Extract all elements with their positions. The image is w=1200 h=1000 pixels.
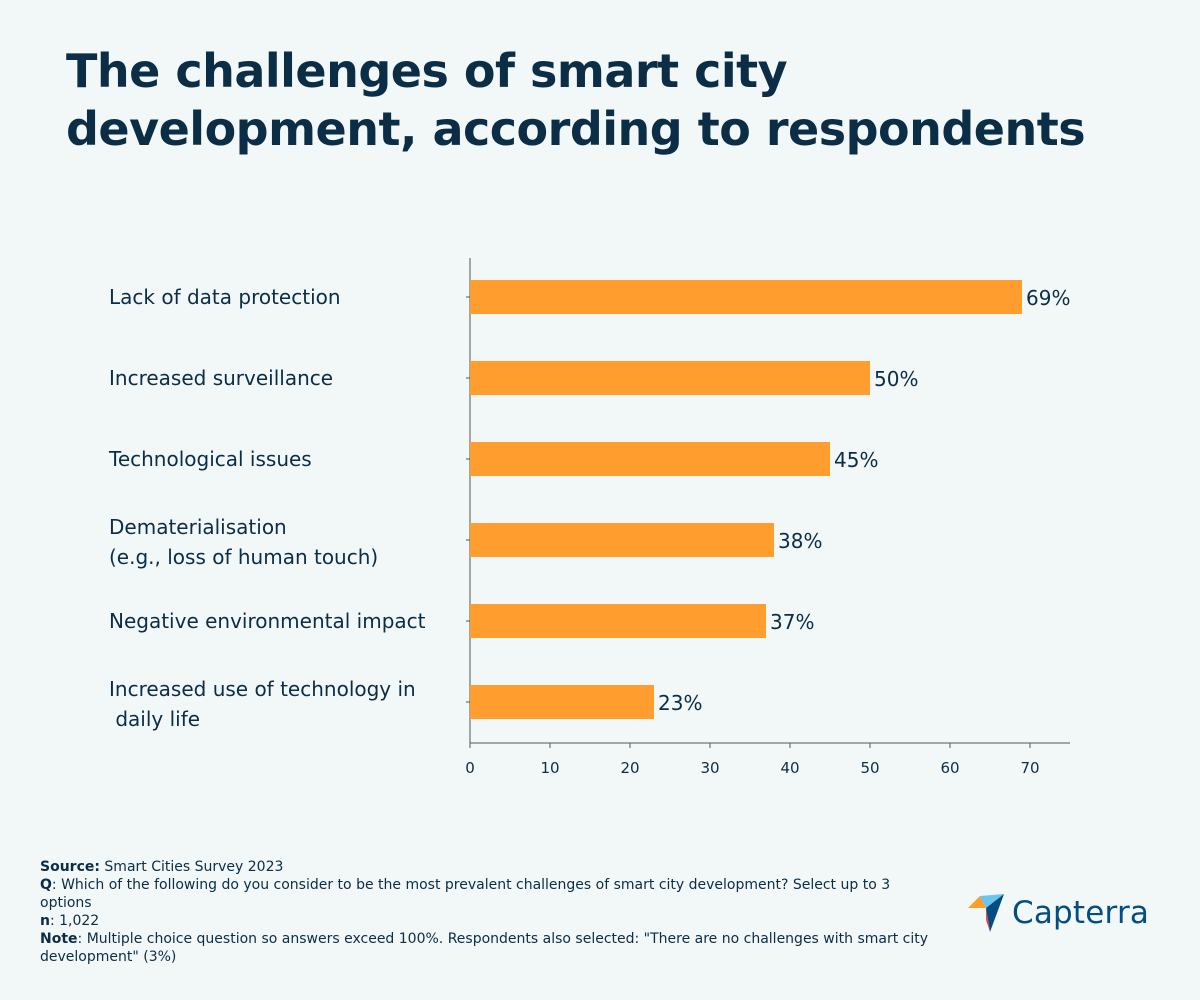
- category-label-line: Increased use of technology in: [109, 677, 416, 701]
- sample-size-note: n: 1,022: [40, 913, 100, 929]
- bar: [470, 442, 830, 476]
- note: Note: Multiple choice question so answer…: [40, 931, 929, 965]
- category-label-line: (e.g., loss of human touch): [109, 545, 378, 569]
- question-note: Q: Which of the following do you conside…: [40, 877, 891, 911]
- bar: [470, 685, 654, 719]
- x-tick-label: 0: [465, 759, 475, 777]
- bar-value-label: 23%: [658, 691, 702, 715]
- category-label: Dematerialisation (e.g., loss of human to…: [109, 515, 378, 569]
- capterra-arrow-icon: [968, 894, 1004, 932]
- x-tick-label: 70: [1020, 759, 1039, 777]
- chart-title: The challenges of smart city development…: [66, 44, 1086, 156]
- x-tick-label: 60: [940, 759, 959, 777]
- category-label-line: Dematerialisation: [109, 515, 287, 539]
- bar-value-label: 50%: [874, 367, 918, 391]
- bar-value-label: 69%: [1026, 286, 1070, 310]
- category-label-line: Increased surveillance: [109, 366, 333, 390]
- category-label: Increased use of technology in daily lif…: [109, 677, 416, 731]
- category-label-line: Technological issues: [108, 447, 312, 471]
- capterra-logo: Capterra: [966, 892, 1149, 934]
- x-tick-label: 30: [700, 759, 719, 777]
- logo-text: Capterra: [1012, 895, 1150, 931]
- x-tick-label: 50: [860, 759, 879, 777]
- category-label: Increased surveillance: [109, 366, 333, 390]
- footer-notes: Source: Smart Cities Survey 2023 Q: Whic…: [40, 858, 940, 966]
- bar: [470, 523, 774, 557]
- category-label: Technological issues: [108, 447, 312, 471]
- category-label-line: Lack of data protection: [109, 285, 341, 309]
- source-note: Source: Smart Cities Survey 2023: [40, 859, 284, 875]
- x-tick-label: 40: [780, 759, 799, 777]
- category-label-line: daily life: [109, 707, 200, 731]
- bar: [470, 280, 1022, 314]
- category-label: Negative environmental impact: [109, 609, 426, 633]
- bar: [470, 361, 870, 395]
- bar-value-label: 38%: [778, 529, 822, 553]
- bar-value-label: 37%: [770, 610, 814, 634]
- x-tick-label: 10: [540, 759, 559, 777]
- bar-value-label: 45%: [834, 448, 878, 472]
- category-label-line: Negative environmental impact: [109, 609, 426, 633]
- bar: [470, 604, 766, 638]
- category-label: Lack of data protection: [109, 285, 341, 309]
- x-tick-label: 20: [620, 759, 639, 777]
